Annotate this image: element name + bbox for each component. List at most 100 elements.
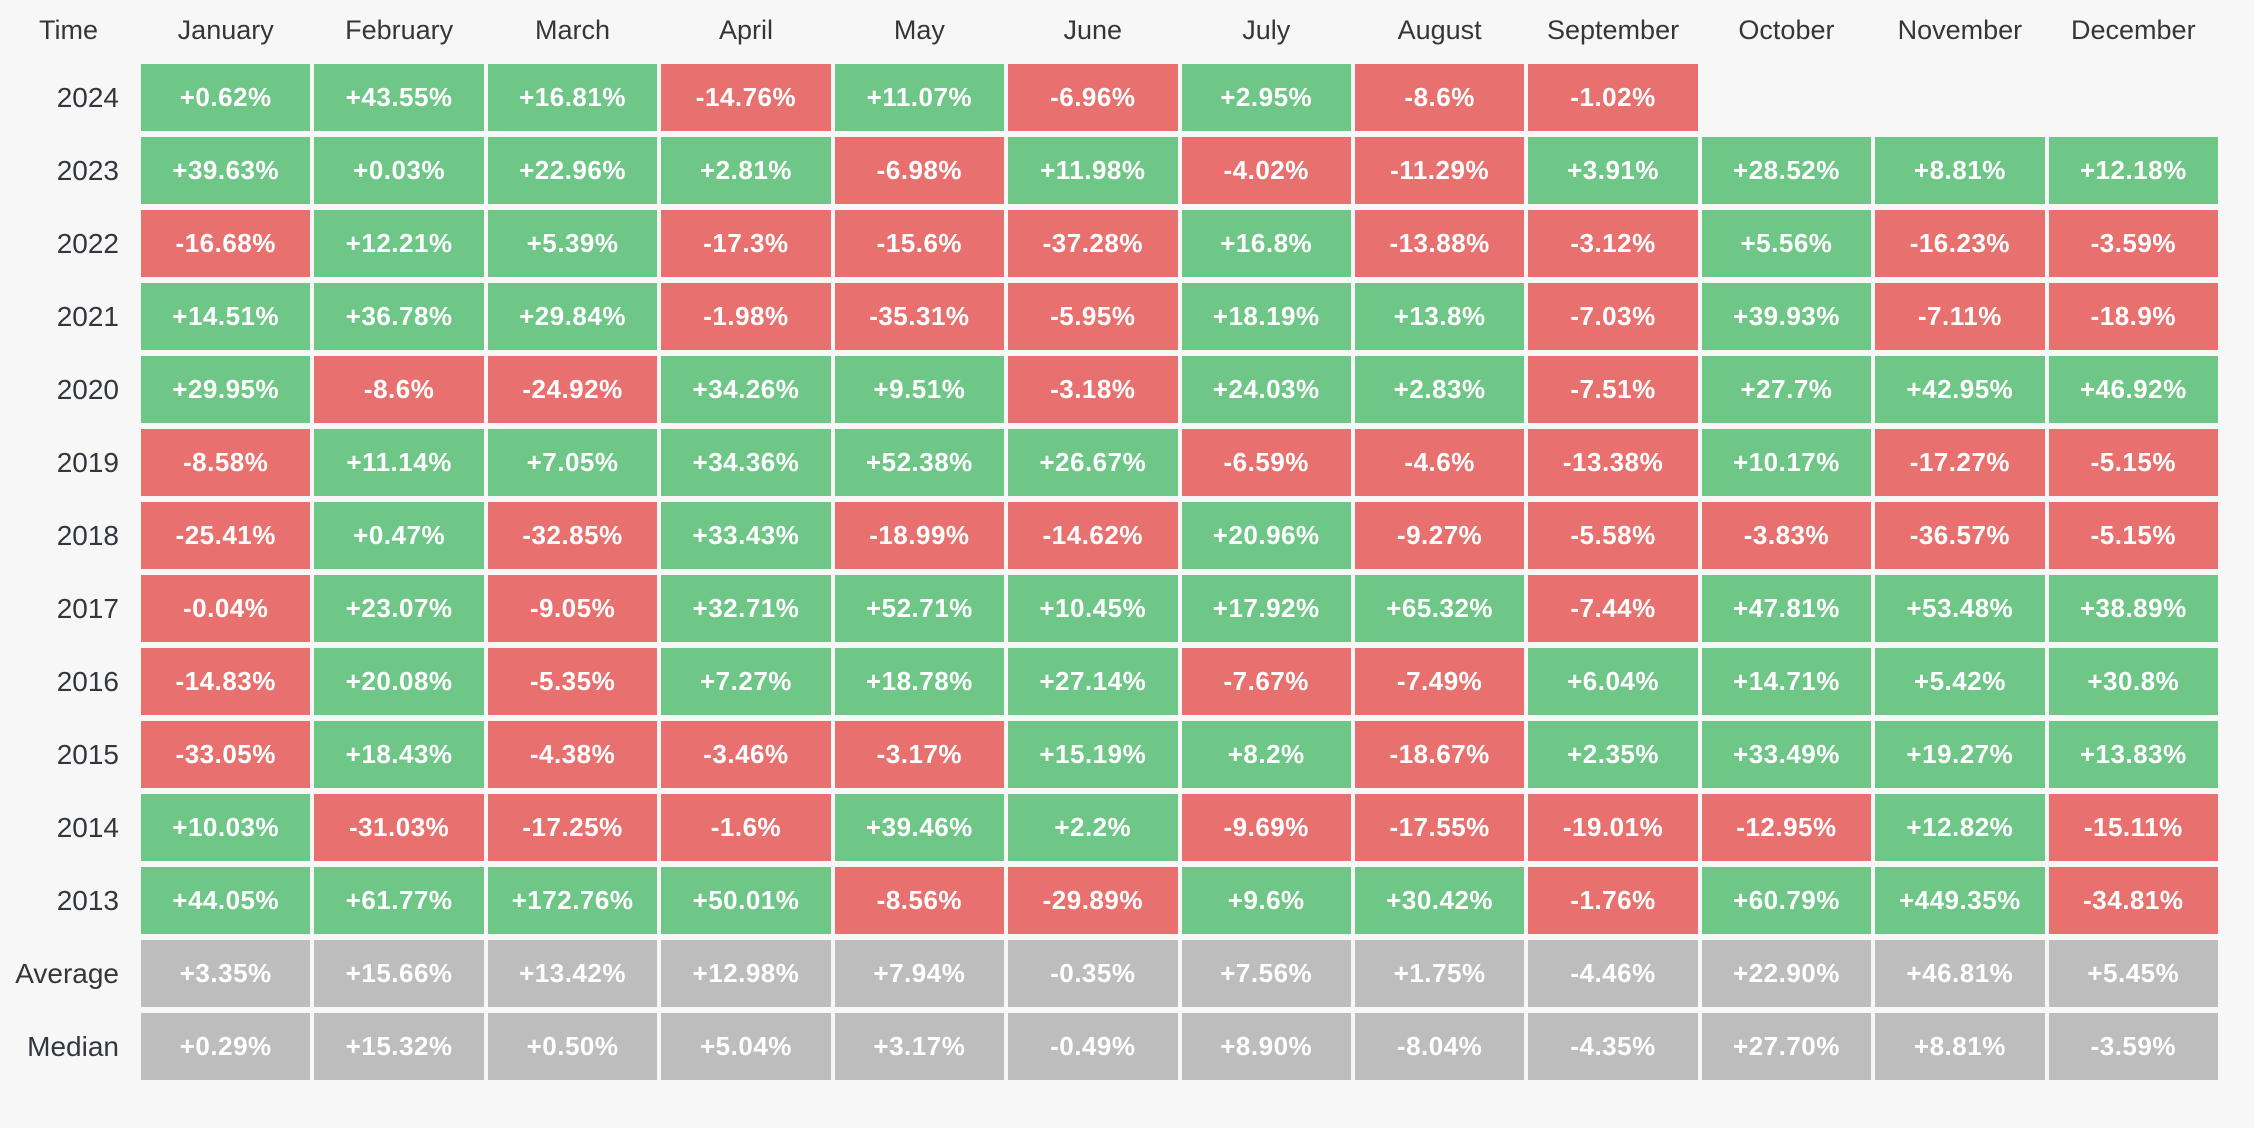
- cell-2013-september: -1.76%: [1528, 867, 1698, 934]
- cell-2018-december: -5.15%: [2048, 502, 2218, 569]
- cell-2018-november: -36.57%: [1875, 502, 2045, 569]
- cell-2014-march: -17.25%: [487, 794, 658, 861]
- cell-2018-august: -9.27%: [1354, 502, 1525, 569]
- cell-2013-april: +50.01%: [661, 867, 831, 934]
- cell-2014-november: +12.82%: [1875, 794, 2045, 861]
- cell-2014-july: -9.69%: [1181, 794, 1351, 861]
- cell-median-october: +27.70%: [1701, 1013, 1872, 1080]
- cell-2016-september: +6.04%: [1528, 648, 1698, 715]
- cell-average-october: +22.90%: [1701, 940, 1872, 1007]
- cell-2024-august: -8.6%: [1354, 64, 1525, 131]
- cell-2015-november: +19.27%: [1875, 721, 2045, 788]
- row-label-2016: 2016: [56, 665, 119, 697]
- cell-average-january: +3.35%: [141, 940, 311, 1007]
- monthly-returns-heatmap: Time January February March April May June Jul…: [15, 14, 2218, 1080]
- cell-2014-january: +10.03%: [141, 794, 311, 861]
- cell-2017-march: -9.05%: [487, 575, 658, 642]
- cell-2015-april: -3.46%: [661, 721, 831, 788]
- row-label-2019: 2019: [56, 446, 119, 478]
- cell-2017-august: +65.32%: [1354, 575, 1525, 642]
- cell-2016-april: +7.27%: [661, 648, 831, 715]
- cell-2021-november: -7.11%: [1875, 283, 2045, 350]
- cell-2024-november: [1875, 64, 2044, 131]
- column-header-august: August: [1397, 14, 1482, 45]
- cell-2021-february: +36.78%: [314, 283, 484, 350]
- column-header-may: May: [893, 14, 945, 45]
- cell-2021-june: -5.95%: [1008, 283, 1178, 350]
- cell-2023-june: +11.98%: [1008, 137, 1178, 204]
- cell-average-june: -0.35%: [1008, 940, 1178, 1007]
- cell-2023-february: +0.03%: [314, 137, 484, 204]
- column-header-march: March: [535, 14, 611, 45]
- cell-median-june: -0.49%: [1008, 1013, 1178, 1080]
- column-header-december: December: [2071, 14, 2196, 45]
- cell-2024-january: +0.62%: [141, 64, 311, 131]
- cell-2024-may: +11.07%: [834, 64, 1005, 131]
- cell-2014-june: +2.2%: [1008, 794, 1178, 861]
- cell-2018-september: -5.58%: [1528, 502, 1698, 569]
- cell-2018-may: -18.99%: [834, 502, 1005, 569]
- time-column-header: Time: [39, 14, 98, 45]
- cell-median-january: +0.29%: [141, 1013, 311, 1080]
- cell-median-february: +15.32%: [314, 1013, 484, 1080]
- cell-2020-september: -7.51%: [1528, 356, 1698, 423]
- cell-2015-december: +13.83%: [2048, 721, 2218, 788]
- cell-2016-june: +27.14%: [1008, 648, 1178, 715]
- cell-2017-october: +47.81%: [1701, 575, 1872, 642]
- cell-average-march: +13.42%: [487, 940, 658, 1007]
- cell-2019-july: -6.59%: [1181, 429, 1351, 496]
- cell-2020-january: +29.95%: [141, 356, 311, 423]
- cell-2022-february: +12.21%: [314, 210, 484, 277]
- cell-2019-november: -17.27%: [1875, 429, 2045, 496]
- cell-2013-june: -29.89%: [1008, 867, 1178, 934]
- cell-2021-january: +14.51%: [141, 283, 311, 350]
- cell-2014-october: -12.95%: [1701, 794, 1872, 861]
- cell-2022-april: -17.3%: [661, 210, 831, 277]
- cell-2013-january: +44.05%: [141, 867, 311, 934]
- cell-2016-october: +14.71%: [1701, 648, 1872, 715]
- cell-2016-august: -7.49%: [1354, 648, 1525, 715]
- cell-2021-october: +39.93%: [1701, 283, 1872, 350]
- cell-2020-march: -24.92%: [487, 356, 658, 423]
- cell-2021-april: -1.98%: [661, 283, 831, 350]
- cell-2023-may: -6.98%: [834, 137, 1005, 204]
- cell-2024-december: [2049, 64, 2218, 131]
- cell-average-july: +7.56%: [1181, 940, 1351, 1007]
- cell-2013-october: +60.79%: [1701, 867, 1872, 934]
- column-header-february: February: [345, 14, 454, 45]
- cell-2024-september: -1.02%: [1528, 64, 1698, 131]
- cell-2023-january: +39.63%: [141, 137, 311, 204]
- cell-2017-december: +38.89%: [2048, 575, 2218, 642]
- cell-2013-december: -34.81%: [2048, 867, 2218, 934]
- cell-2013-may: -8.56%: [834, 867, 1005, 934]
- cell-2022-july: +16.8%: [1181, 210, 1351, 277]
- cell-2023-september: +3.91%: [1528, 137, 1698, 204]
- column-header-september: September: [1547, 14, 1680, 45]
- cell-2017-january: -0.04%: [141, 575, 311, 642]
- cell-2017-november: +53.48%: [1875, 575, 2045, 642]
- cell-2018-february: +0.47%: [314, 502, 484, 569]
- cell-2020-february: -8.6%: [314, 356, 484, 423]
- cell-2014-april: -1.6%: [661, 794, 831, 861]
- cell-2018-june: -14.62%: [1008, 502, 1178, 569]
- cell-median-november: +8.81%: [1875, 1013, 2045, 1080]
- cell-average-september: -4.46%: [1528, 940, 1698, 1007]
- cell-2022-may: -15.6%: [834, 210, 1005, 277]
- cell-2015-may: -3.17%: [834, 721, 1005, 788]
- cell-2015-march: -4.38%: [487, 721, 658, 788]
- cell-2013-august: +30.42%: [1354, 867, 1525, 934]
- cell-2019-february: +11.14%: [314, 429, 484, 496]
- row-label-2024: 2024: [56, 81, 119, 113]
- cell-2022-december: -3.59%: [2048, 210, 2218, 277]
- cell-2022-november: -16.23%: [1875, 210, 2045, 277]
- cell-2017-february: +23.07%: [314, 575, 484, 642]
- cell-2019-june: +26.67%: [1008, 429, 1178, 496]
- cell-2022-september: -3.12%: [1528, 210, 1698, 277]
- cell-2014-february: -31.03%: [314, 794, 484, 861]
- cell-average-november: +46.81%: [1875, 940, 2045, 1007]
- cell-2024-april: -14.76%: [661, 64, 831, 131]
- cell-2020-may: +9.51%: [834, 356, 1005, 423]
- cell-2014-may: +39.46%: [834, 794, 1005, 861]
- row-label-2020: 2020: [56, 373, 119, 405]
- column-header-november: November: [1897, 14, 2023, 45]
